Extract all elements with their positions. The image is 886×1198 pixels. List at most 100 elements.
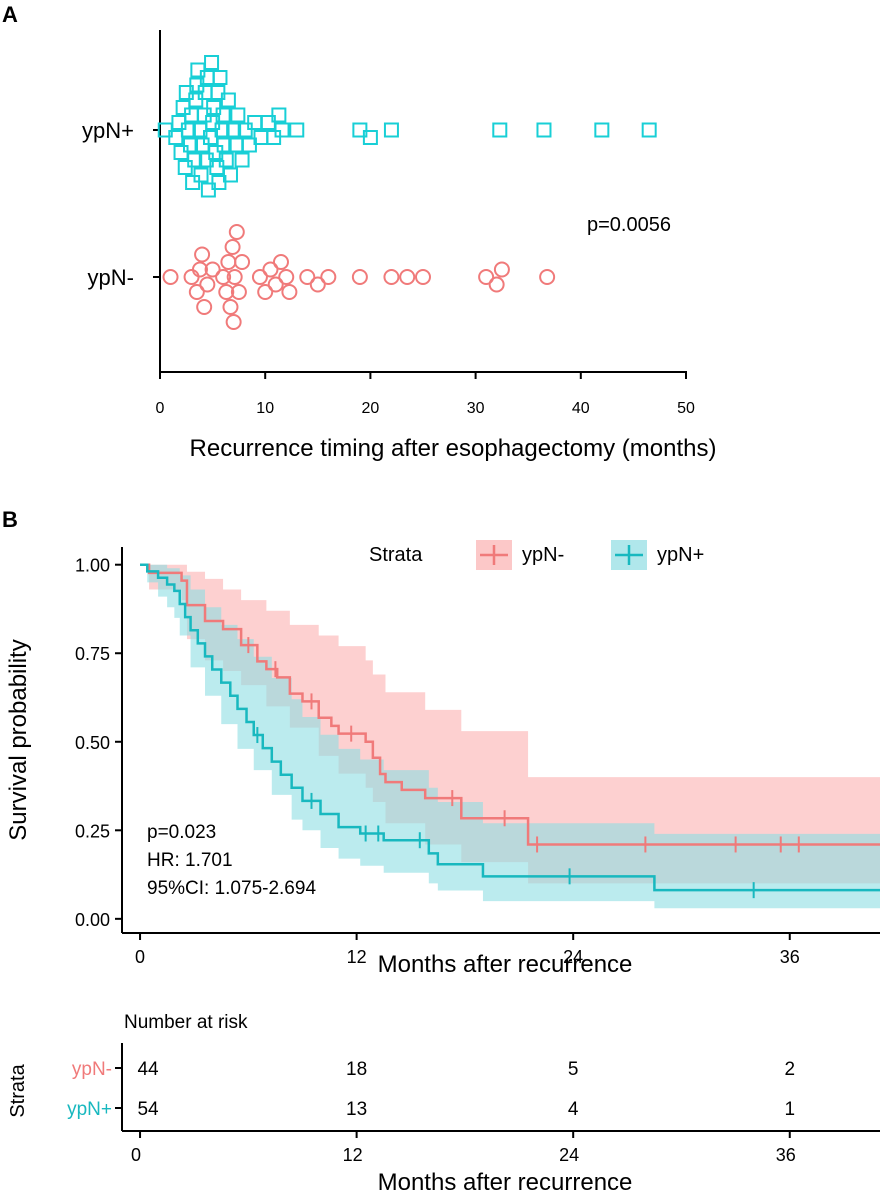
ypn-minus-point [493, 261, 510, 278]
ypn-minus-point [194, 246, 211, 263]
panel-b-confidence-interval: 95%CI: 1.075-2.694 [147, 878, 316, 899]
ypn-plus-point [204, 55, 220, 70]
ypn-plus-point [215, 107, 231, 123]
risk-value-ypn-minus: 2 [784, 1059, 795, 1080]
ypn-plus-confidence-band [140, 564, 881, 909]
risk-row-label-ypn-plus: ypN+ [67, 1099, 112, 1120]
panel-a-x-tick-label: 40 [572, 400, 590, 417]
ypn-minus-point [224, 239, 241, 255]
ypn-minus-point [251, 269, 268, 285]
ypn-minus-point [415, 269, 431, 285]
ypn-plus-point [193, 167, 209, 183]
ypn-plus-point [536, 122, 552, 138]
panel-b-km-plot: 0.00 0.25 0.50 0.75 1.00 0 12 24 36 Survival pr… [5, 540, 881, 978]
ypn-minus-point [230, 284, 247, 300]
ypn-minus-point [539, 269, 556, 285]
ypn-plus-point [234, 152, 250, 168]
ypn-minus-point [278, 269, 295, 285]
panel-a-category-label: ypN- [88, 265, 134, 290]
risk-x-tick-label: 36 [776, 1145, 796, 1165]
risk-value-ypn-minus: 44 [137, 1059, 159, 1080]
risk-value-ypn-plus: 1 [784, 1099, 795, 1120]
panel-b-y-tick-label: 0.00 [75, 910, 110, 930]
ypn-plus-point [641, 122, 657, 138]
risk-x-tick-label: 24 [559, 1145, 579, 1165]
ypn-plus-point [216, 137, 232, 153]
ypn-minus-point [399, 269, 416, 285]
panel-a-x-tick-label: 30 [467, 400, 485, 417]
ypn-plus-point [271, 107, 287, 123]
ypn-plus-point [220, 92, 236, 108]
ypn-minus-point [218, 284, 235, 300]
panel-a-x-tick-label: 50 [677, 400, 695, 417]
ypn-minus-point [204, 261, 221, 278]
ypn-plus-point [180, 122, 196, 138]
ypn-minus-point [309, 276, 326, 293]
panel-a-dot-plot: 0 10 20 30 40 50 ypN+ ypN- p=0.0056 Recurrence… [82, 30, 716, 462]
ypn-plus-point [383, 122, 399, 138]
ypn-plus-point [289, 122, 305, 138]
risk-value-ypn-plus: 4 [568, 1099, 579, 1120]
ypn-minus-point [226, 269, 243, 285]
panel-b-x-axis-title: Months after recurrence [378, 951, 633, 978]
ypn-plus-point [492, 122, 508, 138]
ypn-plus-point [362, 130, 378, 145]
panel-a-x-tick-label: 20 [362, 400, 380, 417]
ypn-minus-point [162, 269, 179, 285]
ypn-minus-point [383, 269, 400, 285]
ypn-minus-point [220, 254, 237, 270]
ypn-plus-point [230, 107, 246, 123]
ypn-minus-point [183, 269, 200, 285]
ypn-minus-point [281, 284, 298, 300]
risk-value-ypn-minus: 18 [346, 1059, 367, 1080]
panel-b-y-tick-label: 1.00 [75, 556, 110, 576]
panel-b-p-value: p=0.023 [147, 822, 216, 843]
ypn-minus-point [225, 314, 242, 330]
ypn-minus-point [188, 284, 205, 300]
panel-b-y-axis-title: Survival probability [5, 639, 32, 840]
ypn-plus-point [274, 122, 290, 138]
ypn-plus-point [183, 137, 199, 153]
ypn-minus-point [320, 269, 337, 285]
risk-table-strata-label: Strata [7, 1063, 29, 1117]
panel-a-x-tick-label: 10 [256, 400, 274, 417]
panel-b-y-tick-label: 0.75 [75, 644, 110, 664]
ypn-minus-point [262, 261, 279, 278]
ypn-plus-point [187, 152, 203, 168]
ypn-minus-point [267, 276, 284, 293]
panel-b-y-tick-label: 0.50 [75, 733, 110, 753]
ypn-minus-point [191, 261, 208, 278]
ypn-minus-point [199, 276, 216, 293]
ypn-minus-point [196, 299, 213, 315]
ypn-minus-confidence-band [140, 564, 881, 884]
ypn-plus-point [222, 167, 238, 183]
ypn-minus-point [272, 254, 289, 270]
ypn-plus-survival-curve [140, 563, 880, 892]
panel-b-x-tick-label: 0 [135, 947, 145, 967]
risk-value-ypn-plus: 54 [137, 1099, 159, 1120]
panel-b-x-tick-label: 12 [347, 947, 367, 967]
risk-value-ypn-plus: 13 [346, 1099, 367, 1120]
ypn-minus-point [488, 276, 505, 293]
ypn-plus-point [594, 122, 610, 138]
ypn-plus-point [214, 122, 230, 138]
panel-b-x-tick-label: 24 [563, 947, 583, 967]
ypn-minus-point [228, 224, 245, 240]
risk-x-tick-label: 0 [131, 1145, 141, 1165]
legend-title: Strata [369, 544, 423, 566]
risk-row-label-ypn-minus: ypN- [72, 1059, 112, 1080]
panel-b-legend: Strata ypN- ypN+ [369, 540, 704, 570]
panel-a-x-axis-title: Recurrence timing after esophagectomy (m… [190, 435, 717, 462]
risk-table-x-axis-title: Months after recurrence [378, 1169, 633, 1196]
risk-table-title: Number at risk [124, 1012, 248, 1033]
ypn-minus-point [351, 269, 368, 285]
ypn-minus-point [215, 269, 232, 285]
panel-b-x-tick-label: 36 [780, 947, 800, 967]
legend-label-ypn-minus: ypN- [522, 544, 564, 566]
panel-a-category-label: ypN+ [82, 118, 134, 143]
panel-a-p-value: p=0.0056 [587, 214, 671, 236]
ypn-minus-point [234, 254, 251, 270]
panel-a-letter: A [2, 2, 18, 27]
